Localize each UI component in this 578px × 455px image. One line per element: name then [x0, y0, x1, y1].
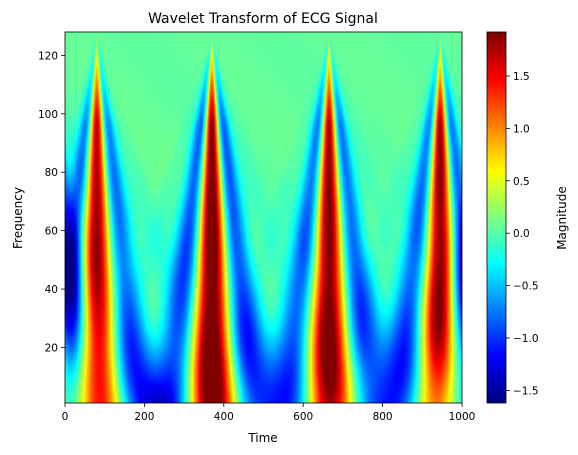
x-tick-label: 0	[62, 411, 69, 423]
y-tick-label: 100	[38, 109, 58, 121]
y-axis: 20 40 60 80 100 120	[38, 50, 65, 354]
x-tick-label: 600	[293, 411, 313, 423]
heatmap-area	[65, 32, 462, 403]
y-tick-label: 40	[45, 284, 58, 296]
colorbar-tick-label: 0.0	[513, 228, 530, 240]
colorbar-tick-label: 0.5	[513, 176, 530, 188]
x-axis-label: Time	[247, 431, 277, 445]
colorbar-frame	[486, 31, 507, 404]
x-tick-label: 400	[214, 411, 234, 423]
x-tick-label: 200	[134, 411, 154, 423]
colorbar-tick-label: 1.5	[513, 71, 530, 83]
colorbar-tick-label: −1.5	[513, 385, 539, 397]
colorbar-tick-label: −1.0	[513, 333, 539, 345]
colorbar-tick-label: 1.0	[513, 123, 530, 135]
chart-title: Wavelet Transform of ECG Signal	[148, 11, 378, 27]
colorbar-tick-label: −0.5	[513, 281, 539, 293]
y-tick-label: 80	[45, 167, 58, 179]
colorbar	[487, 32, 506, 403]
x-axis: 0 200 400 600 800 1000	[62, 403, 476, 423]
x-tick-label: 800	[373, 411, 393, 423]
y-tick-label: 60	[45, 226, 58, 238]
y-axis-label: Frequency	[11, 187, 25, 249]
colorbar-label: Magnitude	[555, 186, 569, 250]
x-tick-label: 1000	[449, 411, 476, 423]
plot-frame	[64, 31, 463, 404]
colorbar-ticks: −1.5 −1.0 −0.5 0.0 0.5 1.0 1.5	[506, 71, 539, 397]
y-tick-label: 20	[45, 342, 58, 354]
y-tick-label: 120	[38, 50, 58, 62]
